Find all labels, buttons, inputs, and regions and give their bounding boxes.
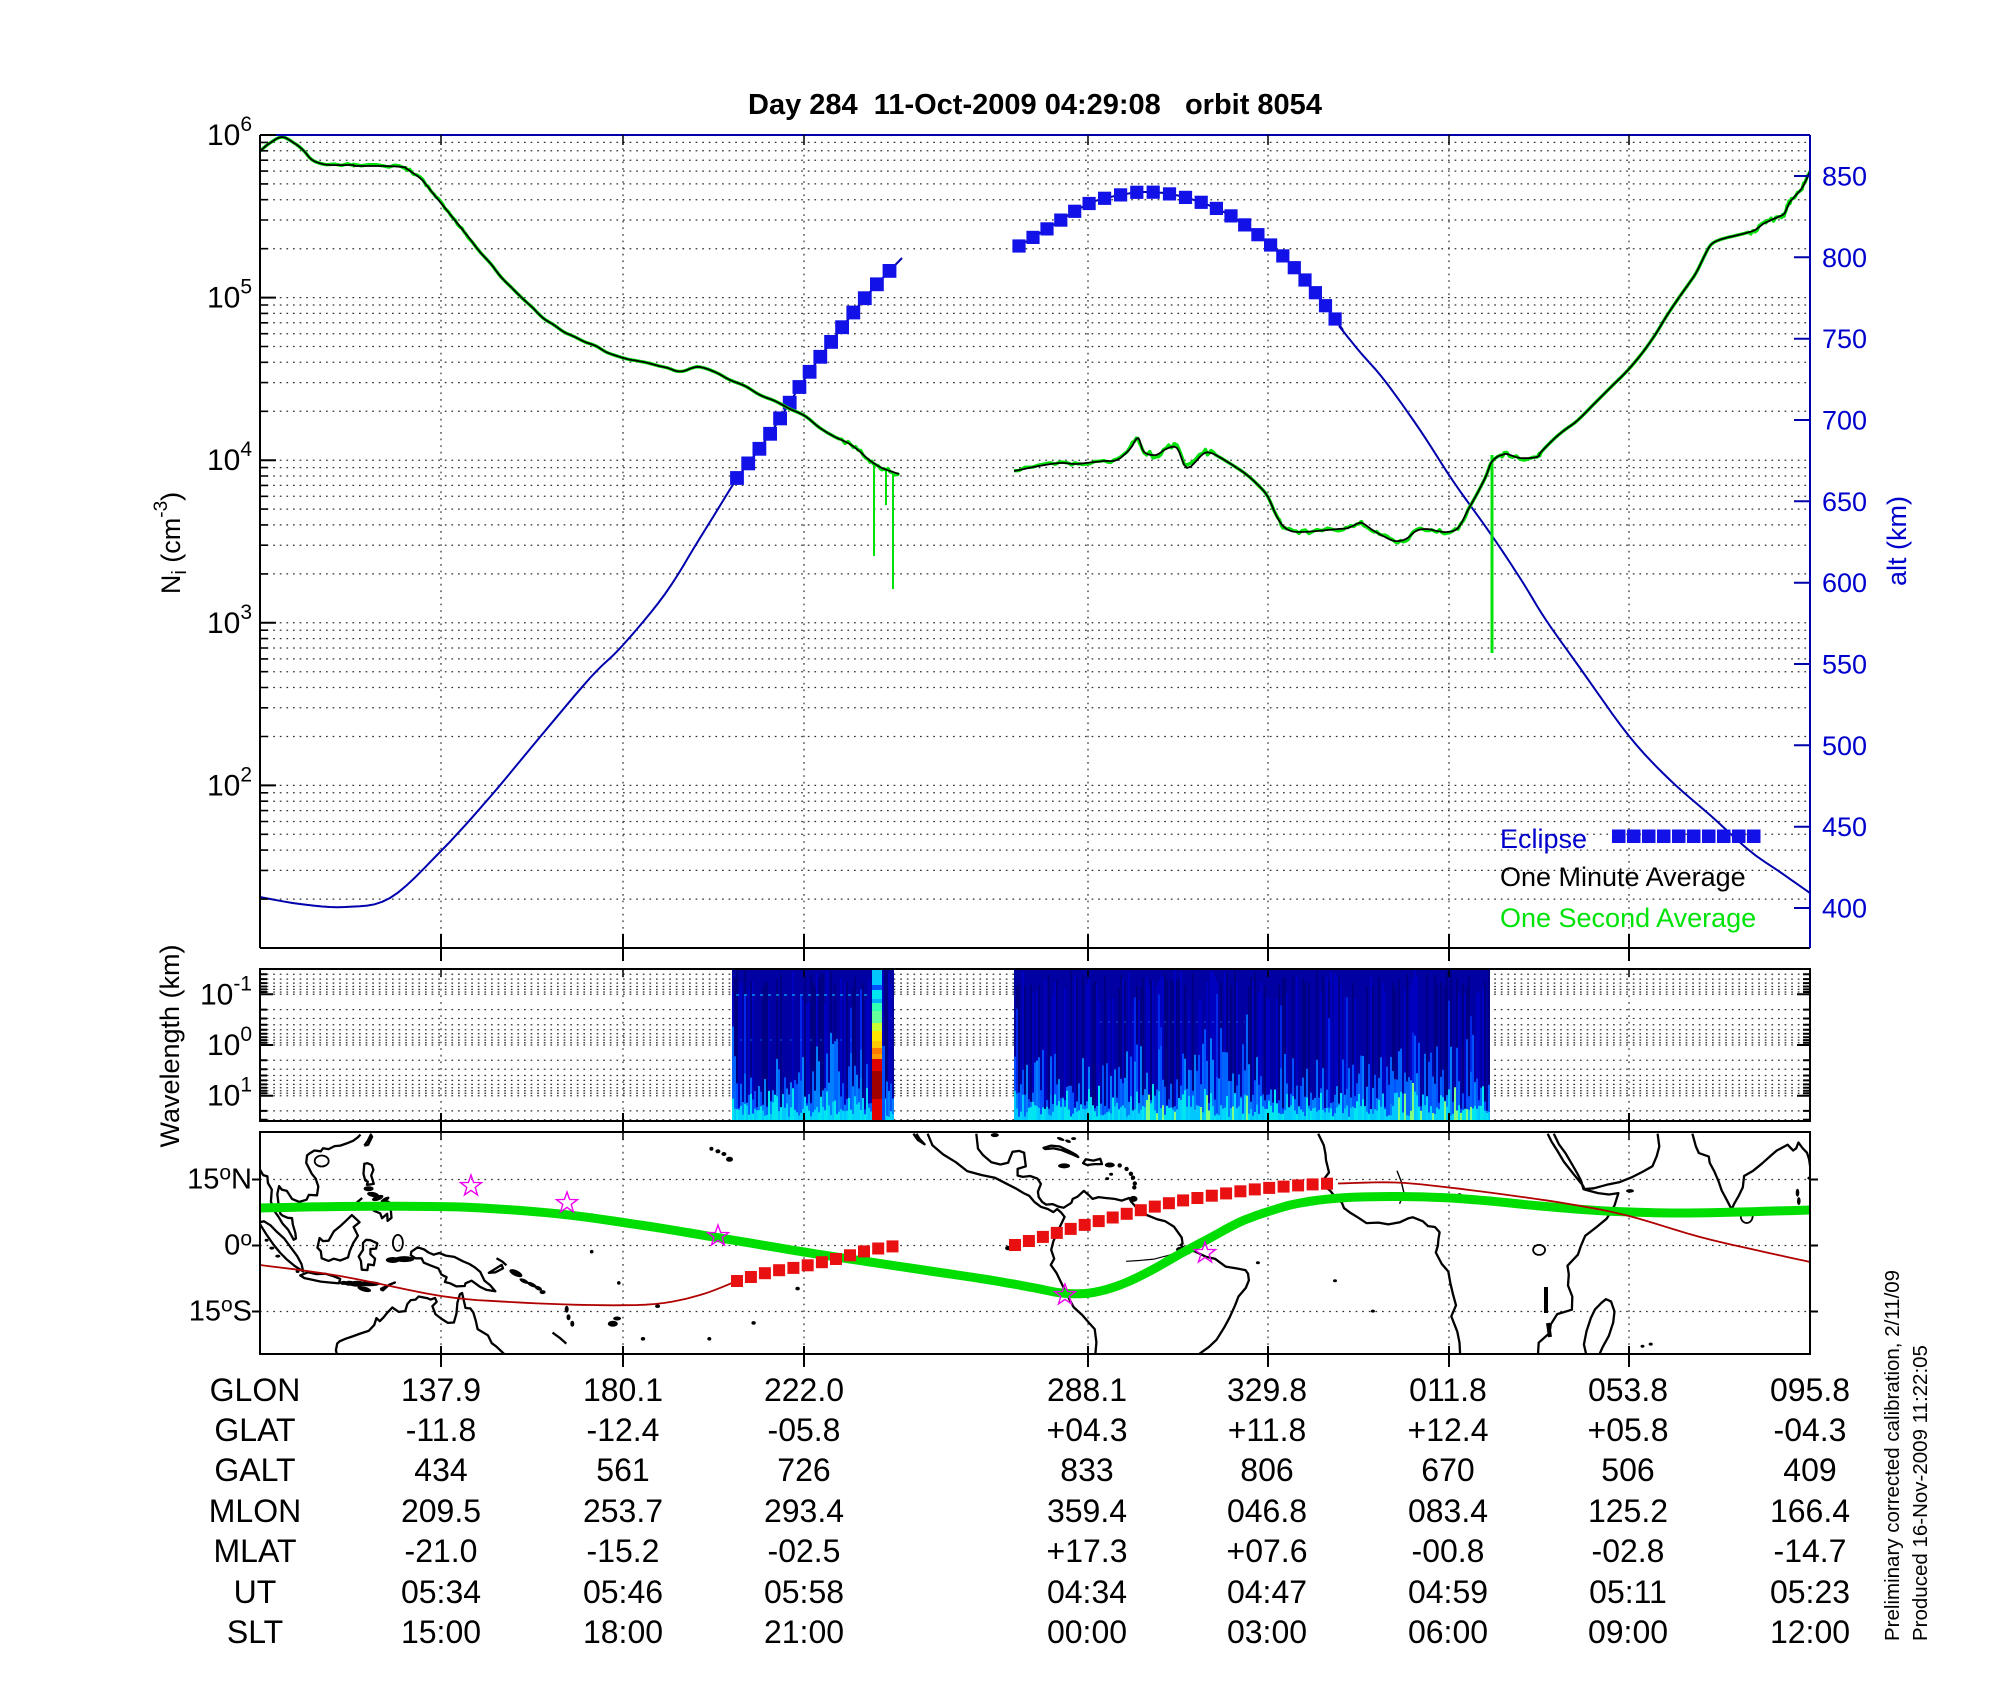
svg-text:095.8: 095.8: [1770, 1372, 1850, 1408]
svg-text:-02.8: -02.8: [1592, 1533, 1665, 1569]
svg-text:288.1: 288.1: [1047, 1372, 1127, 1408]
svg-text:+11.8: +11.8: [1228, 1412, 1307, 1448]
svg-text:Ni (cm-3): Ni (cm-3): [151, 492, 191, 594]
svg-text:-21.0: -21.0: [405, 1533, 478, 1569]
svg-text:726: 726: [777, 1452, 830, 1488]
svg-text:Produced 16-Nov-2009 11:22:05: Produced 16-Nov-2009 11:22:05: [1909, 1345, 1932, 1641]
svg-text:670: 670: [1421, 1452, 1474, 1488]
svg-text:GLON: GLON: [210, 1372, 301, 1408]
svg-text:-12.4: -12.4: [587, 1412, 660, 1448]
svg-text:+07.6: +07.6: [1227, 1533, 1308, 1569]
svg-text:05:58: 05:58: [764, 1574, 844, 1610]
svg-text:400: 400: [1822, 894, 1867, 924]
svg-text:800: 800: [1822, 243, 1867, 273]
svg-text:253.7: 253.7: [583, 1493, 663, 1529]
svg-text:Wavelength (km): Wavelength (km): [155, 944, 185, 1147]
svg-text:18:00: 18:00: [583, 1614, 663, 1650]
svg-text:166.4: 166.4: [1770, 1493, 1850, 1529]
svg-text:+05.8: +05.8: [1588, 1412, 1669, 1448]
svg-text:21:00: 21:00: [764, 1614, 844, 1650]
svg-text:011.8: 011.8: [1409, 1372, 1487, 1408]
svg-text:209.5: 209.5: [401, 1493, 481, 1529]
svg-text:Day 284 11-Oct-2009 04:29:08: Day 284 11-Oct-2009 04:29:08 orbit 8054: [748, 89, 1322, 121]
svg-text:04:47: 04:47: [1227, 1574, 1307, 1610]
svg-text:550: 550: [1822, 650, 1867, 680]
svg-text:500: 500: [1822, 731, 1867, 761]
svg-text:+04.3: +04.3: [1047, 1412, 1128, 1448]
svg-text:506: 506: [1601, 1452, 1654, 1488]
svg-text:05:46: 05:46: [583, 1574, 663, 1610]
svg-text:04:34: 04:34: [1047, 1574, 1127, 1610]
svg-text:329.8: 329.8: [1227, 1372, 1307, 1408]
svg-text:Preliminary corrected calibrat: Preliminary corrected calibration, 2/11/…: [1881, 1270, 1904, 1641]
svg-text:05:23: 05:23: [1770, 1574, 1850, 1610]
svg-text:MLON: MLON: [209, 1493, 301, 1529]
svg-text:-14.7: -14.7: [1774, 1533, 1847, 1569]
svg-text:600: 600: [1822, 568, 1867, 598]
svg-text:806: 806: [1240, 1452, 1293, 1488]
svg-text:409: 409: [1783, 1452, 1836, 1488]
svg-text:125.2: 125.2: [1588, 1493, 1668, 1529]
svg-text:-04.3: -04.3: [1774, 1412, 1847, 1448]
svg-text:650: 650: [1822, 487, 1867, 517]
svg-text:One Second Average: One Second Average: [1500, 903, 1756, 933]
svg-text:046.8: 046.8: [1227, 1493, 1307, 1529]
svg-text:053.8: 053.8: [1588, 1372, 1668, 1408]
svg-text:15:00: 15:00: [401, 1614, 481, 1650]
svg-text:+17.3: +17.3: [1047, 1533, 1128, 1569]
svg-text:750: 750: [1822, 324, 1867, 354]
svg-text:850: 850: [1822, 162, 1867, 192]
svg-text:GLAT: GLAT: [214, 1412, 295, 1448]
svg-text:561: 561: [596, 1452, 649, 1488]
svg-text:833: 833: [1060, 1452, 1113, 1488]
svg-text:MLAT: MLAT: [214, 1533, 297, 1569]
svg-text:-02.5: -02.5: [768, 1533, 841, 1569]
svg-text:-11.8: -11.8: [406, 1412, 477, 1448]
svg-text:-15.2: -15.2: [587, 1533, 660, 1569]
svg-text:083.4: 083.4: [1408, 1493, 1488, 1529]
svg-text:-00.8: -00.8: [1412, 1533, 1485, 1569]
svg-text:293.4: 293.4: [764, 1493, 844, 1529]
svg-text:One Minute Average: One Minute Average: [1500, 862, 1746, 892]
svg-text:359.4: 359.4: [1047, 1493, 1127, 1529]
svg-text:180.1: 180.1: [583, 1372, 663, 1408]
svg-text:03:00: 03:00: [1227, 1614, 1307, 1650]
svg-text:05:11: 05:11: [1589, 1574, 1667, 1610]
svg-text:04:59: 04:59: [1408, 1574, 1488, 1610]
svg-text:alt (km): alt (km): [1882, 496, 1912, 586]
svg-text:Eclipse: Eclipse: [1500, 824, 1587, 854]
svg-text:-05.8: -05.8: [768, 1412, 841, 1448]
svg-text:05:34: 05:34: [401, 1574, 481, 1610]
svg-text:SLT: SLT: [227, 1614, 283, 1650]
svg-text:GALT: GALT: [214, 1452, 295, 1488]
svg-text:00:00: 00:00: [1047, 1614, 1127, 1650]
svg-text:137.9: 137.9: [401, 1372, 481, 1408]
svg-text:UT: UT: [234, 1574, 277, 1610]
svg-text:15oS: 15oS: [189, 1294, 252, 1328]
svg-text:450: 450: [1822, 812, 1867, 842]
svg-text:700: 700: [1822, 406, 1867, 436]
svg-text:434: 434: [414, 1452, 467, 1488]
svg-text:09:00: 09:00: [1588, 1614, 1668, 1650]
svg-text:+12.4: +12.4: [1408, 1412, 1489, 1448]
svg-text:222.0: 222.0: [764, 1372, 844, 1408]
svg-text:12:00: 12:00: [1770, 1614, 1850, 1650]
svg-text:06:00: 06:00: [1408, 1614, 1488, 1650]
